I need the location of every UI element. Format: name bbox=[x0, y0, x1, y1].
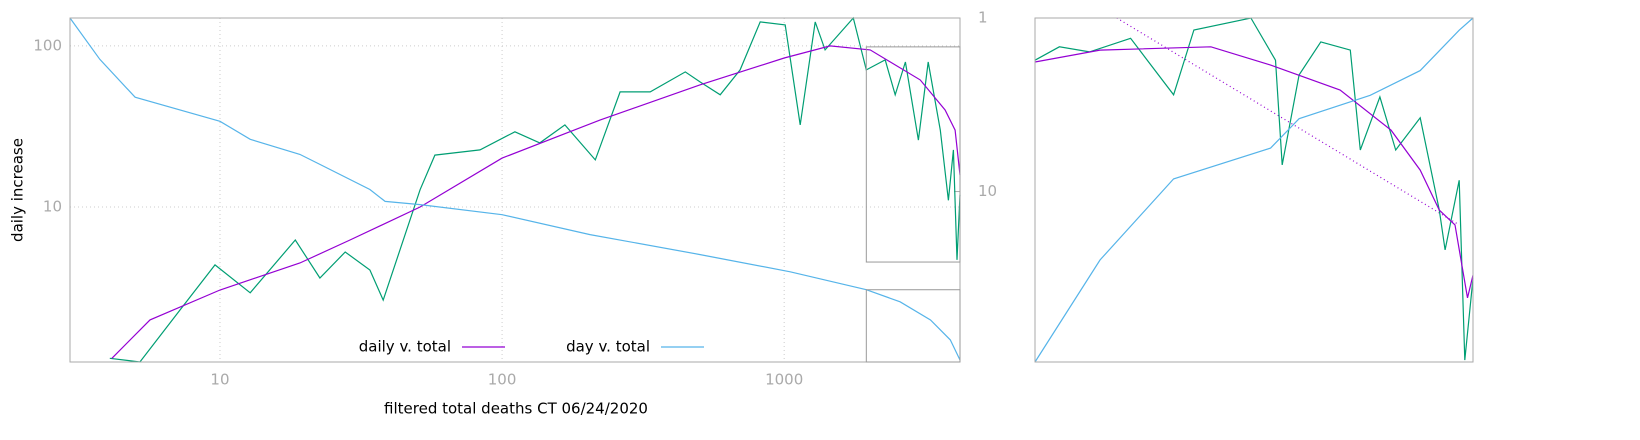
x-axis-label: filtered total deaths CT 06/24/2020 bbox=[384, 400, 648, 418]
data-line bbox=[1116, 17, 1460, 226]
legend-label: day v. total bbox=[566, 338, 650, 356]
zoom-box bbox=[865, 289, 961, 363]
data-line bbox=[69, 17, 961, 361]
x-tick-label: 100 bbox=[488, 371, 517, 389]
legend-label: daily v. total bbox=[359, 338, 451, 356]
data-line bbox=[1034, 17, 1474, 361]
data-line bbox=[111, 45, 961, 359]
x-tick-label: 1000 bbox=[765, 371, 803, 389]
y-axis-label: daily increase bbox=[9, 138, 27, 242]
data-line bbox=[1034, 17, 1474, 363]
plot-frame bbox=[1034, 17, 1474, 363]
y-tick-label: 10 bbox=[43, 197, 62, 215]
x-tick-label: 10 bbox=[210, 371, 229, 389]
y-tick-label: 100 bbox=[33, 36, 62, 54]
data-line bbox=[109, 16, 961, 363]
plot-frame bbox=[69, 17, 961, 363]
zoom-box bbox=[865, 46, 961, 263]
y2-tick-label: 10 bbox=[978, 182, 997, 200]
data-line bbox=[1034, 46, 1474, 299]
y2-tick-label: 1 bbox=[978, 9, 988, 27]
